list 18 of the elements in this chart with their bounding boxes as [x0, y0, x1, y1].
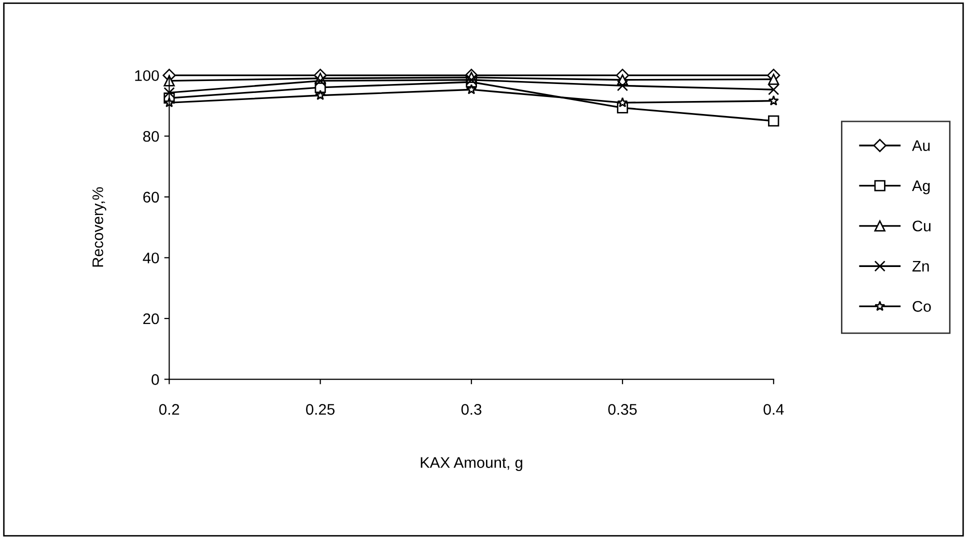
- legend-label: Cu: [912, 220, 930, 232]
- y-tick-label: 40: [142, 252, 159, 264]
- x-axis-title: KAX Amount, g: [420, 457, 522, 471]
- x-tick-label: 0.35: [608, 404, 637, 415]
- legend-label: Co: [912, 301, 931, 312]
- x-tick-label: 0.3: [461, 404, 482, 415]
- x-tick-label: 0.2: [159, 404, 180, 415]
- legend-label: Ag: [912, 180, 930, 194]
- y-axis-title: Recovery,%: [92, 187, 106, 267]
- legend-label: Zn: [912, 260, 929, 272]
- x-tick-label: 0.25: [306, 404, 335, 415]
- y-tick-label: 20: [143, 313, 159, 324]
- y-tick-label: 80: [143, 130, 159, 142]
- x-tick-label: 0.4: [764, 404, 784, 415]
- y-tick-label: 0: [152, 374, 159, 385]
- y-tick-label: 100: [135, 70, 159, 82]
- y-tick-label: 60: [143, 192, 159, 203]
- legend-label: Au: [912, 140, 930, 151]
